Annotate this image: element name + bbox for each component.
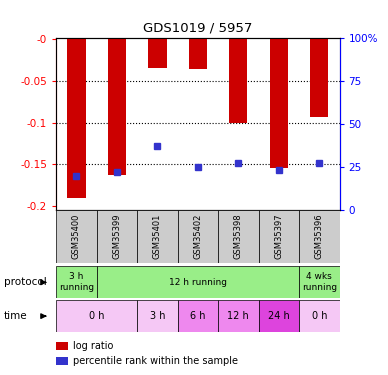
Bar	[229, 39, 248, 123]
Text: protocol: protocol	[4, 278, 47, 287]
Bar	[178, 210, 218, 262]
Bar	[310, 39, 328, 117]
Title: GDS1019 / 5957: GDS1019 / 5957	[143, 22, 253, 35]
Text: 12 h: 12 h	[227, 311, 249, 321]
Bar	[299, 266, 340, 298]
Text: GSM35398: GSM35398	[234, 213, 243, 259]
Bar	[56, 357, 68, 364]
Text: 3 h: 3 h	[150, 311, 165, 321]
Bar	[56, 266, 97, 298]
Bar	[56, 210, 97, 262]
Bar	[218, 300, 258, 332]
Text: 12 h running: 12 h running	[169, 278, 227, 286]
Text: time: time	[4, 311, 28, 321]
Bar	[56, 300, 137, 332]
Text: 0 h: 0 h	[312, 311, 327, 321]
Bar	[97, 266, 299, 298]
Text: 3 h
running: 3 h running	[59, 273, 94, 292]
Bar	[218, 210, 258, 262]
Bar	[258, 300, 299, 332]
Bar	[137, 300, 178, 332]
Text: GSM35401: GSM35401	[153, 214, 162, 259]
Text: GSM35400: GSM35400	[72, 214, 81, 259]
Bar	[258, 210, 299, 262]
Text: 4 wks
running: 4 wks running	[302, 273, 337, 292]
Text: GSM35397: GSM35397	[274, 213, 283, 259]
Bar	[148, 39, 166, 68]
Bar	[56, 342, 68, 350]
Text: 0 h: 0 h	[89, 311, 104, 321]
Text: log ratio: log ratio	[73, 341, 114, 351]
Text: GSM35396: GSM35396	[315, 213, 324, 259]
Bar	[299, 300, 340, 332]
Text: percentile rank within the sample: percentile rank within the sample	[73, 356, 238, 366]
Bar	[178, 300, 218, 332]
Text: GSM35399: GSM35399	[113, 213, 121, 259]
Text: 6 h: 6 h	[190, 311, 206, 321]
Text: 24 h: 24 h	[268, 311, 290, 321]
Bar	[137, 210, 178, 262]
Bar	[108, 39, 126, 175]
Bar	[270, 39, 288, 168]
Bar	[97, 210, 137, 262]
Bar	[299, 210, 340, 262]
Text: GSM35402: GSM35402	[193, 214, 203, 259]
Bar	[189, 39, 207, 69]
Bar	[68, 39, 86, 198]
